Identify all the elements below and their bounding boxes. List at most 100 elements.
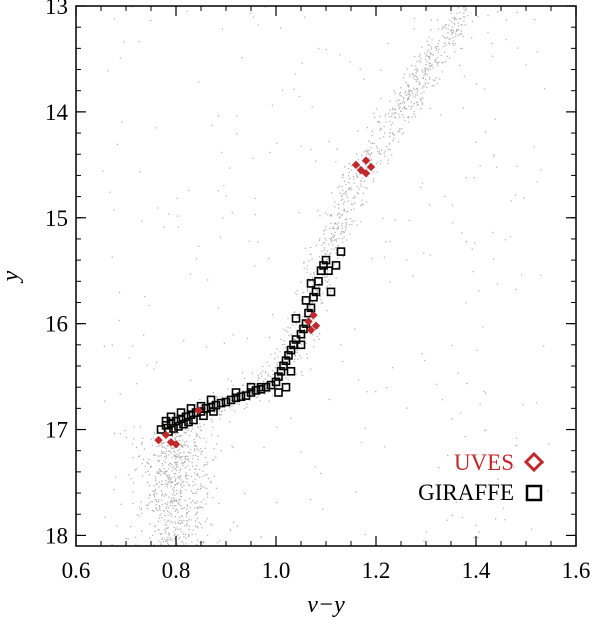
field-star-point	[274, 357, 276, 360]
field-star-point	[194, 501, 196, 504]
field-star-point	[190, 502, 192, 504]
field-star-point	[373, 112, 375, 115]
field-star-point	[407, 115, 409, 118]
field-star-point	[300, 371, 303, 373]
field-star-point	[310, 368, 312, 370]
field-star-point	[517, 47, 519, 49]
field-star-point	[375, 391, 377, 393]
field-star-point	[175, 469, 178, 471]
x-tick-label: 1.0	[262, 558, 291, 583]
field-star-point	[260, 372, 262, 375]
field-star-point	[509, 236, 512, 238]
field-star-point	[494, 118, 496, 121]
field-star-point	[328, 279, 330, 281]
field-star-point	[166, 486, 168, 488]
field-star-point	[249, 399, 251, 401]
field-star-point	[357, 192, 359, 195]
field-star-point	[165, 540, 167, 543]
field-star-point	[333, 263, 335, 265]
field-star-point	[221, 409, 224, 412]
field-star-point	[171, 457, 173, 459]
legend-label-uves: UVES	[454, 450, 514, 475]
field-star-point	[436, 83, 439, 85]
field-star-point	[290, 333, 292, 336]
field-star-point	[389, 100, 391, 102]
field-star-point	[284, 346, 286, 349]
field-star-point	[177, 502, 179, 504]
field-star-point	[404, 108, 406, 110]
field-star-point	[161, 517, 163, 519]
field-star-point	[180, 483, 182, 485]
field-star-point	[406, 97, 409, 100]
field-star-point	[384, 446, 386, 448]
field-star-point	[197, 449, 200, 451]
field-star-point	[163, 519, 166, 521]
field-star-point	[268, 336, 271, 339]
field-star-point	[431, 64, 433, 66]
field-star-point	[356, 224, 358, 226]
field-star-point	[345, 183, 347, 186]
field-star-point	[207, 534, 209, 536]
field-star-point	[162, 441, 164, 443]
field-star-point	[211, 434, 213, 436]
field-star-point	[113, 18, 116, 20]
field-star-point	[191, 428, 194, 430]
field-star-point	[163, 451, 165, 453]
x-tick-label: 1.4	[462, 558, 491, 583]
field-star-point	[190, 519, 192, 521]
field-star-point	[285, 377, 287, 379]
field-star-point	[400, 110, 402, 113]
giraffe-point	[326, 287, 336, 297]
field-star-point	[392, 139, 394, 142]
field-star-point	[261, 365, 264, 368]
field-star-point	[210, 482, 212, 484]
field-star-point	[257, 241, 259, 243]
field-star-point	[432, 79, 435, 81]
field-star-point	[356, 176, 359, 178]
field-star-point	[405, 81, 407, 84]
giraffe-point	[221, 397, 231, 407]
field-star-point	[227, 388, 229, 390]
field-star-point	[119, 393, 121, 395]
field-star-point	[419, 61, 422, 63]
field-star-point	[294, 73, 296, 75]
field-star-point	[413, 102, 415, 105]
field-star-point	[393, 90, 395, 92]
field-star-point	[337, 226, 340, 228]
field-star-point	[335, 252, 337, 255]
field-star-point	[353, 196, 355, 199]
field-star-point	[428, 49, 430, 51]
field-star-point	[179, 490, 181, 493]
field-star-point	[353, 178, 355, 180]
field-star-point	[113, 488, 115, 491]
field-star-point	[177, 436, 180, 438]
giraffe-point	[284, 351, 293, 360]
field-star-point	[141, 444, 143, 446]
field-star-point	[213, 412, 215, 414]
field-star-point	[195, 491, 197, 493]
field-star-point	[464, 436, 466, 438]
field-star-point	[135, 543, 137, 545]
field-star-point	[242, 390, 244, 392]
field-star-point	[376, 171, 379, 173]
field-star-point	[301, 62, 303, 64]
field-star-point	[395, 100, 398, 102]
field-star-point	[530, 528, 533, 530]
field-star-point	[410, 101, 412, 103]
field-star-point	[184, 444, 186, 446]
field-star-point	[361, 199, 363, 201]
field-star-point	[229, 421, 231, 423]
field-star-point	[427, 44, 429, 46]
field-star-point	[176, 483, 178, 485]
field-star-point	[363, 78, 365, 80]
field-star-point	[456, 28, 458, 31]
field-star-point	[328, 243, 330, 245]
field-star-point	[331, 241, 333, 243]
field-star-point	[155, 454, 157, 456]
field-star-point	[437, 43, 440, 45]
field-star-point	[132, 482, 135, 484]
field-star-point	[349, 188, 352, 190]
field-star-point	[412, 95, 414, 97]
field-star-point	[304, 247, 307, 249]
